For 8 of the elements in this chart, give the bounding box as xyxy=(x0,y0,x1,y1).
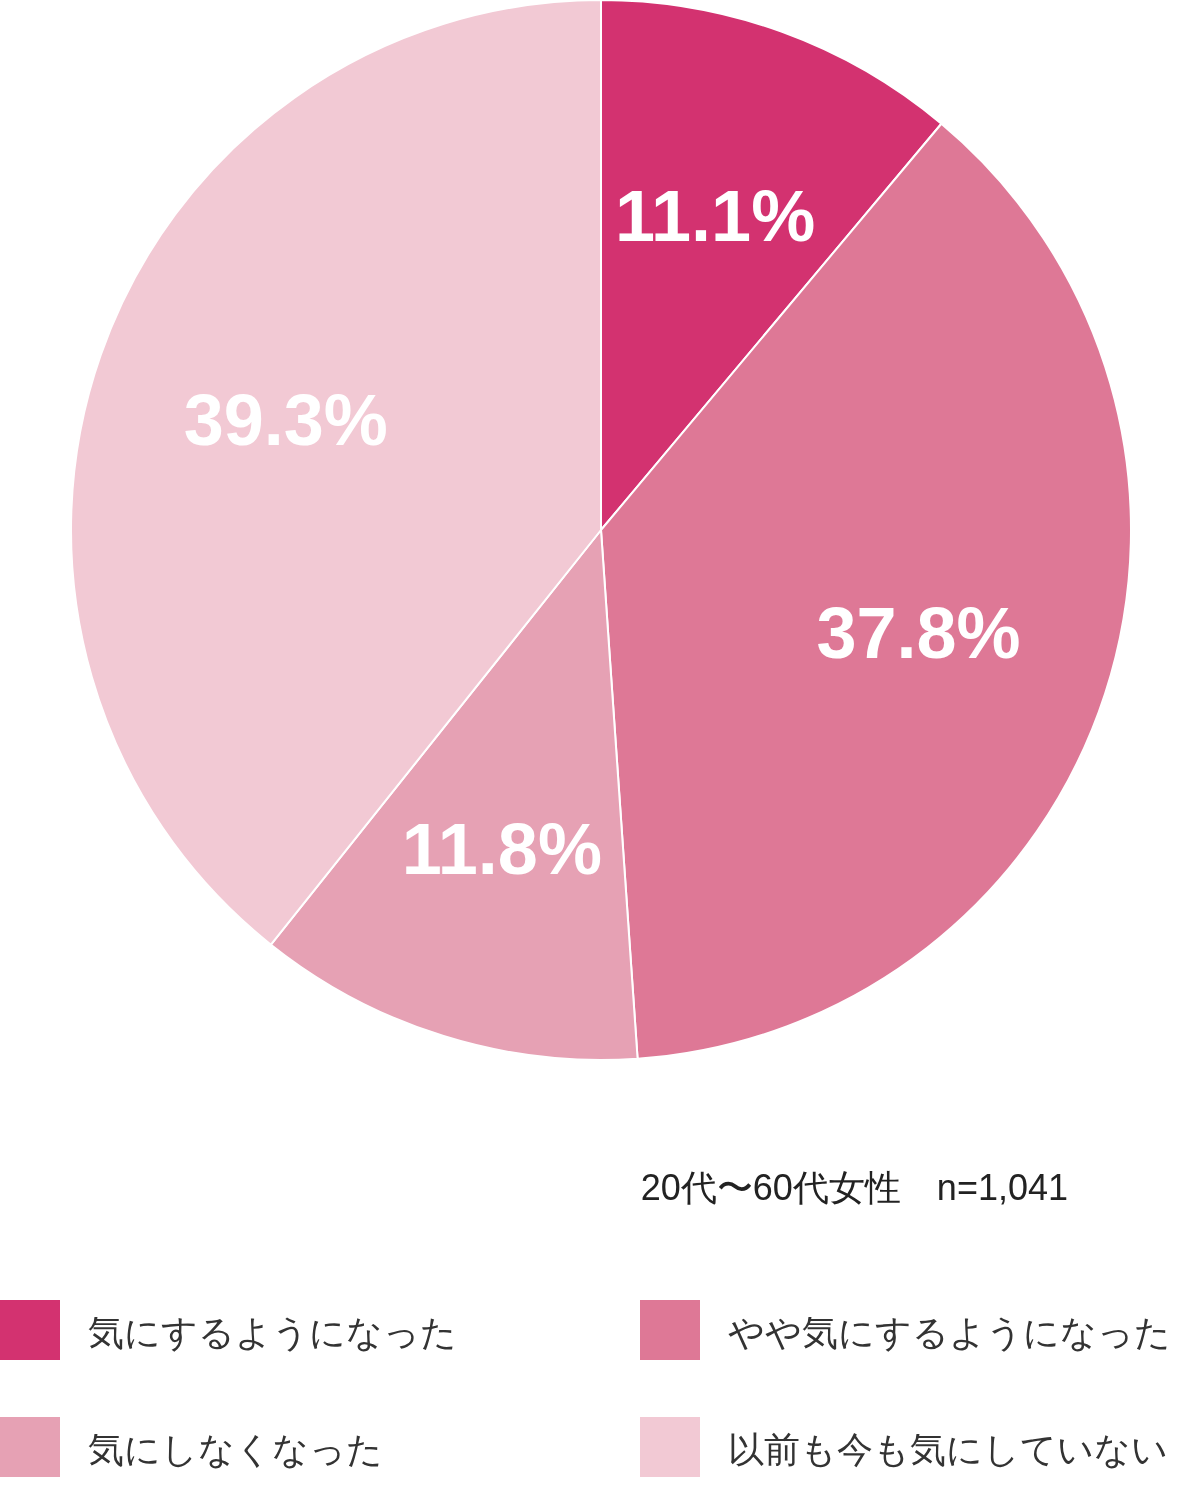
legend-label: やや気にするようになった xyxy=(728,1311,1171,1353)
data-label: 11.8% xyxy=(401,808,602,889)
data-label: 11.1% xyxy=(615,176,816,257)
data-label: 37.8% xyxy=(816,593,1021,674)
legend-label: 気にしなくなった xyxy=(88,1428,383,1470)
legend-label: 気にするようになった xyxy=(88,1311,457,1353)
text: 20代〜60代女性 n=1,041 xyxy=(640,1167,1068,1208)
legend-label: 以前も今も気にしていない xyxy=(728,1428,1168,1470)
